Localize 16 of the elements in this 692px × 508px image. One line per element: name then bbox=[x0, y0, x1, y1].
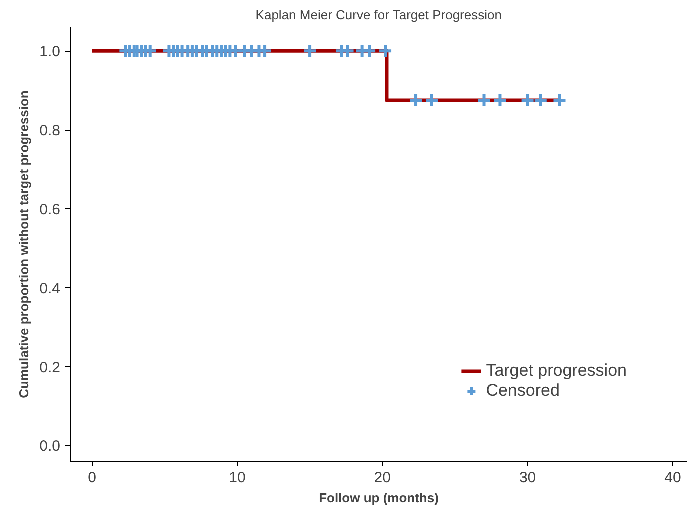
chart-title: Kaplan Meier Curve for Target Progression bbox=[256, 8, 502, 22]
y-tick-label: 1.0 bbox=[40, 44, 61, 61]
y-axis-title: Cumulative proportion without target progression bbox=[16, 90, 32, 398]
y-tick-label: 0.4 bbox=[40, 280, 61, 298]
x-axis-title: Follow up (months) bbox=[319, 490, 439, 506]
x-tick-label: 10 bbox=[229, 470, 246, 486]
x-tick-label: 0 bbox=[88, 470, 96, 486]
legend-label: Censored bbox=[486, 381, 560, 401]
y-tick-label: 0.6 bbox=[40, 201, 61, 218]
legend-label: Target progression bbox=[486, 361, 627, 381]
x-tick-label: 30 bbox=[519, 470, 536, 486]
x-tick-label: 20 bbox=[374, 470, 391, 486]
x-tick-label: 40 bbox=[664, 470, 682, 486]
y-tick-label: 0.2 bbox=[40, 359, 61, 376]
y-tick-label: 0.8 bbox=[40, 122, 61, 140]
y-tick-label: 0.0 bbox=[40, 438, 61, 456]
